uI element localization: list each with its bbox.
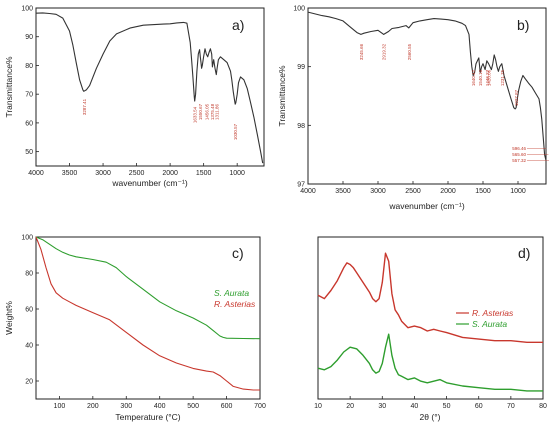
panel-b-peak-annotation: 2919.32: [382, 43, 387, 60]
panel-a-x-tick-label: 2500: [129, 170, 145, 177]
panel-c-y-tick-label: 60: [25, 307, 33, 314]
panel-b-y-tick-label: 97: [297, 182, 305, 189]
panel-b-peak-annotation: 1027.87: [514, 89, 519, 106]
panel-a-x-tick-label: 3500: [62, 170, 78, 177]
panel-a-y-tick-label: 50: [25, 149, 33, 156]
panel-b-peak-annotation: 596.46: [512, 146, 526, 151]
panel-d-x-tick-label: 60: [475, 403, 483, 410]
panel-a-peak-annotation: 1456.05: [205, 103, 210, 120]
panel-c-series-r-asterias-line: [35, 236, 260, 391]
panel-a-y-tick-label: 70: [25, 92, 33, 99]
panel-c-y-tick-label: 80: [25, 271, 33, 278]
panel-a-peak-annotation: 3287.41: [82, 98, 87, 115]
panel-a-x-tick-label: 4000: [28, 170, 44, 177]
panel-a-peak-annotation: 1375.48: [210, 103, 215, 120]
panel-a-x-tick-label: 1000: [229, 170, 245, 177]
panel-b-y-axis-label: Transmittance%: [277, 65, 287, 127]
panel-d-x-tick-label: 70: [507, 403, 515, 410]
panel-b-peak-annotation: 3245.66: [359, 43, 364, 60]
panel-b-peak-annotation: 557.32: [512, 158, 526, 163]
panel-d-legend-label: S. Aurata: [472, 319, 507, 329]
panel-b-x-tick-label: 2500: [405, 188, 421, 195]
panel-c-series-s-aurata-line: [35, 236, 261, 340]
panel-c-legend-label: S. Aurata: [214, 288, 249, 298]
panel-b-peak-annotation: 1231.75: [500, 69, 505, 86]
panel-a-peak-annotation: 1311.86: [214, 104, 219, 120]
panel-b-peak-annotation: 2560.55: [407, 43, 412, 60]
panel-a-peak-annotation: 1550.67: [198, 103, 203, 120]
panel-a-x-tick-label: 1500: [196, 170, 212, 177]
panel-a-peak-annotation: 1030.57: [233, 123, 238, 140]
panel-c-y-tick-label: 40: [25, 343, 33, 350]
panel-d-panel-label: d): [518, 245, 530, 261]
panel-d-series-r-asterias-line: [317, 252, 543, 343]
panel-a-x-axis-label: wavenumber (cm⁻¹): [111, 178, 188, 188]
panel-b-series-0-line: [307, 11, 547, 161]
panel-a-y-tick-label: 80: [25, 63, 33, 70]
panel-d-legend-label: R. Asterias: [472, 308, 514, 318]
panel-c-frame: [35, 236, 261, 400]
panel-b-peak-annotation: 565.60: [512, 152, 526, 157]
panel-b-x-tick-label: 2000: [440, 188, 456, 195]
panel-c-y-tick-label: 20: [25, 379, 33, 386]
panel-b-peak-annotation: 1420.06: [487, 69, 492, 86]
panel-c-x-tick-label: 100: [54, 403, 66, 410]
panel-b-x-axis-label: wavenumber (cm⁻¹): [388, 201, 465, 211]
panel-c-x-tick-label: 400: [154, 403, 166, 410]
panel-c-y-axis-label: Weight%: [4, 301, 14, 335]
panel-a-x-tick-label: 2000: [162, 170, 178, 177]
panel-d-x-tick-label: 20: [346, 403, 354, 410]
panel-a-y-tick-label: 90: [25, 34, 33, 41]
panel-b-peak-annotation: 1446.27: [485, 69, 490, 86]
panel-b-panel-label: b): [517, 17, 529, 33]
panel-c-y-tick-label: 100: [21, 235, 33, 242]
panel-b-peak-annotation: 1640.42: [471, 69, 476, 86]
panel-b-peak-annotation: 1540.16: [478, 69, 483, 86]
panel-a-y-axis-label: Transmittance%: [4, 56, 14, 118]
panel-c-x-axis-label: Temperature (°C): [115, 412, 180, 422]
panel-b-x-tick-label: 3000: [370, 188, 386, 195]
panel-d-x-tick-label: 50: [443, 403, 451, 410]
panel-c-x-tick-label: 600: [221, 403, 233, 410]
panel-d-series-s-aurata-line: [317, 333, 543, 392]
panel-b-y-tick-label: 99: [297, 64, 305, 71]
panel-b-y-tick-label: 98: [297, 123, 305, 130]
panel-d-x-tick-label: 80: [539, 403, 547, 410]
panel-a-panel-label: a): [232, 17, 244, 33]
panel-c-x-tick-label: 300: [120, 403, 132, 410]
panel-a-frame: [35, 7, 265, 167]
panel-d-x-tick-label: 10: [314, 403, 322, 410]
panel-b-y-tick-label: 100: [293, 6, 305, 13]
panel-d-x-axis-label: 2θ (°): [420, 412, 441, 422]
panel-c-panel-label: c): [232, 245, 244, 261]
panel-c-x-tick-label: 200: [87, 403, 99, 410]
panel-b-x-tick-label: 1500: [475, 188, 491, 195]
panel-d-x-tick-label: 30: [378, 403, 386, 410]
panel-a-peak-annotation: 1633.54: [193, 106, 198, 123]
panel-c-legend-label: R. Asterias: [214, 299, 256, 309]
panel-a-y-tick-label: 60: [25, 120, 33, 127]
panel-b-x-tick-label: 3500: [335, 188, 351, 195]
panel-a-y-tick-label: 100: [21, 6, 33, 13]
panel-c-x-tick-label: 500: [187, 403, 199, 410]
panel-a-series-0-line: [35, 12, 264, 164]
panel-b-frame: [307, 7, 547, 185]
panel-b-x-tick-label: 4000: [300, 188, 316, 195]
panel-a-x-tick-label: 3000: [95, 170, 111, 177]
panel-c-x-tick-label: 700: [254, 403, 266, 410]
panel-d-x-tick-label: 40: [411, 403, 419, 410]
panel-d-frame: [317, 236, 544, 400]
panel-b-x-tick-label: 1000: [510, 188, 526, 195]
